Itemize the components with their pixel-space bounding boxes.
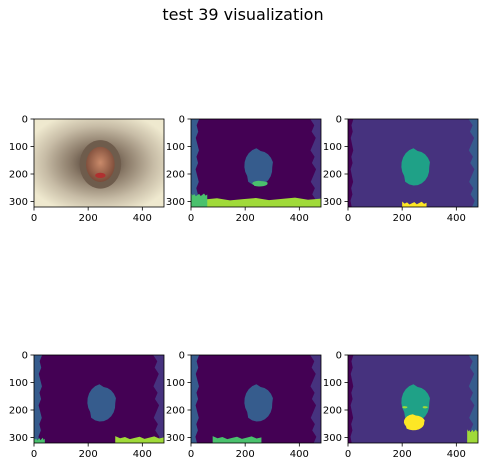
- segment-region: [34, 437, 45, 443]
- x-tick-label: 400: [290, 449, 309, 460]
- axes-frame: [190, 354, 322, 444]
- y-tick-label: 200: [323, 170, 342, 181]
- subplot-2: 0 200 400 0 100 200 300: [166, 115, 322, 224]
- x-tick-label: 200: [393, 449, 412, 460]
- y-tick-label: 100: [323, 142, 342, 153]
- x-tick-label: 0: [188, 213, 194, 224]
- x-tick-label: 200: [236, 213, 255, 224]
- eye-segment: [422, 406, 428, 409]
- segment-region: [468, 119, 478, 207]
- x-tick-label: 200: [79, 213, 98, 224]
- y-tick-label: 0: [179, 115, 185, 126]
- y-tick-label: 0: [336, 115, 342, 126]
- segment-region: [310, 119, 321, 207]
- axes-frame: [33, 354, 165, 444]
- segment-region: [115, 436, 164, 443]
- y-tick-label: 300: [323, 433, 342, 444]
- x-tick-label: 200: [79, 449, 98, 460]
- x-tick-label: 400: [133, 449, 152, 460]
- x-tick-label: 400: [133, 213, 152, 224]
- segment-region: [402, 201, 427, 207]
- subplot-6: 0 200 400 0 100 200 300: [323, 351, 479, 460]
- y-tick-label: 200: [9, 170, 28, 181]
- subplot-1: 0 200 400 0 100 200 300: [9, 115, 165, 224]
- segment-region: [348, 355, 354, 443]
- y-tick-label: 200: [323, 406, 342, 417]
- y-tick-label: 300: [9, 433, 28, 444]
- y-tick-label: 0: [22, 115, 28, 126]
- mouth-segment: [252, 180, 268, 187]
- y-tick-label: 100: [166, 378, 185, 389]
- x-tick-label: 400: [290, 213, 309, 224]
- chin-segment: [403, 414, 425, 431]
- y-tick-label: 300: [166, 197, 185, 208]
- face: [86, 146, 115, 182]
- segment-region: [191, 355, 200, 443]
- figure-title: test 39 visualization: [162, 5, 323, 24]
- y-tick-label: 100: [9, 142, 28, 153]
- segment-region: [467, 429, 478, 443]
- image-content: [348, 355, 478, 443]
- segment-region: [191, 197, 321, 207]
- face-segment: [244, 384, 273, 422]
- segment-region: [212, 436, 262, 443]
- y-tick-label: 0: [336, 351, 342, 362]
- x-tick-label: 200: [393, 213, 412, 224]
- x-tick-label: 200: [236, 449, 255, 460]
- y-tick-label: 200: [9, 406, 28, 417]
- y-tick-label: 300: [166, 433, 185, 444]
- segment-region: [153, 355, 164, 443]
- image-content: [348, 119, 478, 207]
- subplot-5: 0 200 400 0 100 200 300: [166, 351, 322, 460]
- x-tick-label: 0: [31, 449, 37, 460]
- y-tick-label: 100: [9, 378, 28, 389]
- image-content: [34, 119, 164, 207]
- y-tick-label: 0: [22, 351, 28, 362]
- subplot-4: 0 200 400 0 100 200 300: [9, 351, 165, 460]
- axes-frame: [33, 118, 165, 208]
- x-tick-label: 400: [447, 449, 466, 460]
- x-tick-label: 0: [345, 213, 351, 224]
- axes-frame: [190, 118, 322, 208]
- axes-frame: [347, 354, 479, 444]
- segment-region: [191, 119, 200, 207]
- image-content: [191, 119, 321, 207]
- face-segment: [244, 148, 273, 186]
- y-tick-label: 300: [9, 197, 28, 208]
- x-tick-label: 0: [345, 449, 351, 460]
- y-tick-label: 200: [166, 406, 185, 417]
- face-segment: [401, 148, 430, 186]
- face-segment: [401, 384, 430, 422]
- segment-region: [34, 355, 43, 443]
- face-segment: [87, 384, 116, 422]
- segment-region: [468, 355, 478, 443]
- x-tick-label: 0: [31, 213, 37, 224]
- x-tick-label: 400: [447, 213, 466, 224]
- subplot-3: 0 200 400 0 100 200 300: [323, 115, 479, 224]
- segment-region: [191, 193, 208, 207]
- eye-segment: [402, 406, 408, 409]
- x-tick-label: 0: [188, 449, 194, 460]
- image-content: [191, 355, 321, 443]
- segment-region: [310, 355, 321, 443]
- y-tick-label: 100: [166, 142, 185, 153]
- y-tick-label: 100: [323, 378, 342, 389]
- y-tick-label: 0: [179, 351, 185, 362]
- axes-frame: [347, 118, 479, 208]
- mouth: [95, 172, 106, 179]
- y-tick-label: 200: [166, 170, 185, 181]
- y-tick-label: 300: [323, 197, 342, 208]
- image-content: [34, 355, 164, 443]
- segment-region: [348, 119, 354, 207]
